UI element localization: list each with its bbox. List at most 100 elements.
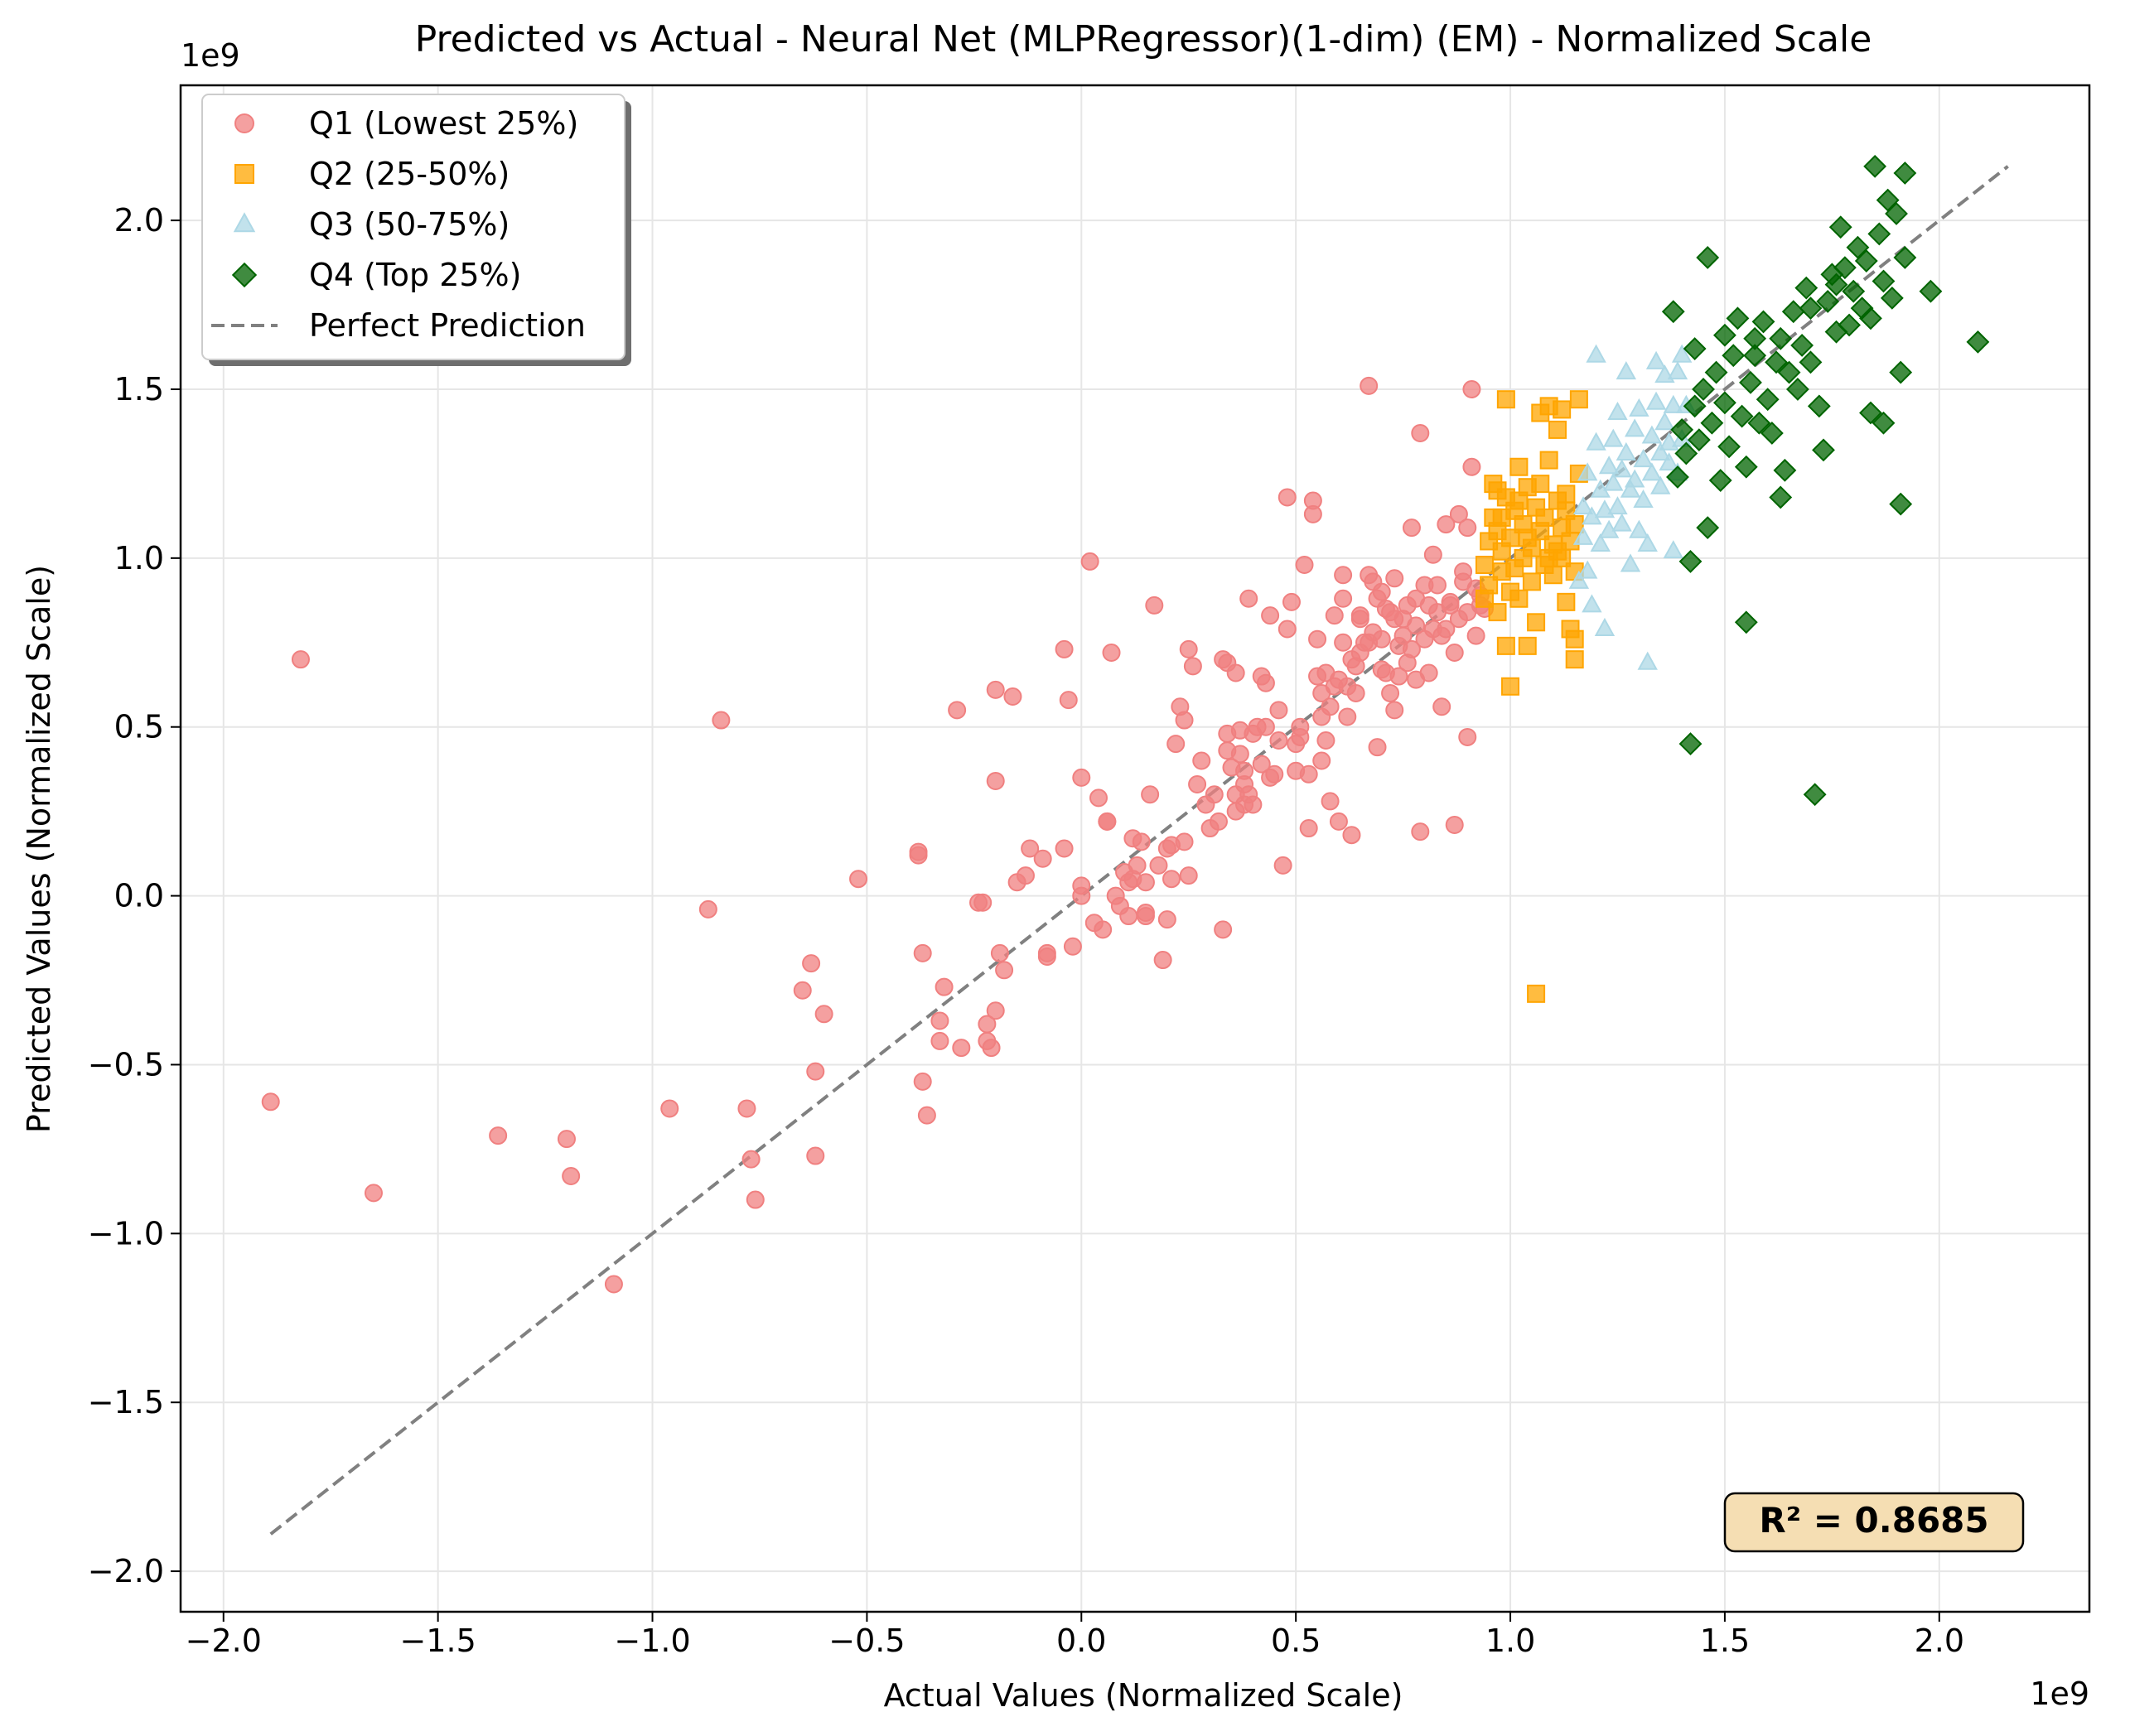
- q4-point: [1773, 458, 1797, 482]
- q1-point: [1372, 582, 1391, 601]
- q1-point: [1072, 768, 1091, 787]
- q4-point: [1769, 326, 1793, 350]
- q3-point: [1582, 594, 1602, 613]
- r-squared-text: R² = 0.8685: [1759, 1500, 1988, 1541]
- q3-point: [1650, 441, 1671, 461]
- q4-point: [1678, 550, 1703, 573]
- q4-point: [1833, 256, 1857, 280]
- q2-point: [1488, 603, 1507, 622]
- q1-point: [1265, 764, 1284, 784]
- y-tick-label: −1.0: [88, 1215, 164, 1251]
- q1-point: [1325, 606, 1344, 625]
- x-axis-label: Actual Values (Normalized Scale): [884, 1677, 1403, 1714]
- q4-point: [1893, 246, 1917, 269]
- q2-point: [1548, 542, 1567, 561]
- q1-point: [291, 650, 310, 669]
- q2-point: [1509, 491, 1529, 510]
- q4-point: [1760, 422, 1784, 445]
- legend-circle-swatch: [234, 113, 254, 133]
- q1-point: [1003, 687, 1022, 706]
- q1-point: [948, 701, 967, 720]
- q1-point: [1141, 785, 1160, 804]
- q1-point: [604, 1275, 623, 1294]
- y-tick-label: 0.5: [114, 709, 164, 745]
- q4-point: [1712, 391, 1736, 415]
- q1-point: [1119, 907, 1138, 926]
- q1-point: [1402, 639, 1421, 658]
- x-tick-label: −1.0: [614, 1623, 690, 1659]
- q4-point: [1708, 469, 1732, 492]
- q4-point: [1700, 411, 1724, 435]
- x-tick-label: −2.0: [186, 1623, 262, 1659]
- q1-point: [1239, 589, 1258, 608]
- q4-point: [1846, 235, 1870, 259]
- q1-point: [1256, 673, 1275, 692]
- q1-point: [1437, 515, 1456, 534]
- q3-point: [1620, 479, 1641, 498]
- q1-point: [1183, 657, 1202, 676]
- q1-point: [1419, 663, 1438, 682]
- y-tick-label: −0.5: [88, 1046, 164, 1083]
- legend: Q1 (Lowest 25%) Q2 (25-50%) Q3 (50-75%) Q4 …: [201, 94, 631, 366]
- q4-point: [1807, 394, 1831, 418]
- q1-point: [1329, 812, 1348, 831]
- x-tick-label: 2.0: [1915, 1623, 1964, 1659]
- q1-point: [1252, 755, 1271, 774]
- q1-point: [1261, 606, 1280, 625]
- q4-point: [1769, 485, 1793, 509]
- q4-point: [1893, 162, 1917, 185]
- q1-point: [802, 954, 821, 973]
- q1-point: [952, 1039, 971, 1058]
- q1-point: [1466, 626, 1485, 645]
- q1-point: [1072, 886, 1091, 905]
- q2-point: [1509, 457, 1529, 476]
- q4-point: [1747, 411, 1771, 435]
- q2-point: [1496, 636, 1515, 655]
- q1-point: [1445, 644, 1464, 663]
- q1-point: [814, 1005, 833, 1024]
- q3-point: [1629, 398, 1649, 417]
- q3-point: [1637, 533, 1658, 552]
- q3-point: [1633, 449, 1654, 468]
- q2-point: [1557, 592, 1576, 611]
- q1-point: [1205, 785, 1224, 804]
- q1-point: [1291, 727, 1310, 746]
- q4-point: [1777, 360, 1801, 384]
- q2-point: [1569, 390, 1588, 409]
- q1-point: [1462, 457, 1481, 476]
- q1-point: [1334, 566, 1353, 585]
- q1-point: [1145, 596, 1164, 615]
- q4-point: [1816, 290, 1840, 313]
- q4-point: [1687, 428, 1711, 452]
- q4-point: [1683, 337, 1707, 360]
- q1-point: [1033, 849, 1052, 868]
- q3-point: [1650, 475, 1671, 494]
- q1-point: [1037, 947, 1056, 966]
- q1-point: [1334, 589, 1353, 608]
- q4-point: [1717, 435, 1741, 459]
- q1-point: [973, 893, 993, 912]
- q1-point: [1273, 856, 1292, 875]
- q1-point: [1098, 812, 1117, 831]
- q3-point: [1611, 513, 1632, 532]
- q1-point: [1299, 819, 1318, 838]
- q4-point: [1867, 222, 1891, 246]
- q3-point: [1633, 489, 1654, 509]
- r-squared-annotation: R² = 0.8685: [1723, 1492, 2025, 1553]
- legend-label: Q2 (25-50%): [309, 156, 510, 192]
- q3-point: [1629, 519, 1649, 538]
- q1-point: [1256, 717, 1275, 736]
- q2-point: [1543, 566, 1562, 585]
- q1-point: [1462, 379, 1481, 398]
- q3-point: [1659, 452, 1679, 471]
- q1-point: [930, 1011, 949, 1030]
- q4-point: [1739, 370, 1762, 394]
- q4-point: [1885, 202, 1908, 225]
- q4-point: [1872, 411, 1896, 435]
- x-tick-label: 1.0: [1485, 1623, 1535, 1659]
- q1-point: [806, 1062, 825, 1081]
- q1-point: [1059, 691, 1078, 710]
- q1-point: [1458, 518, 1477, 538]
- q1-point: [793, 981, 812, 1000]
